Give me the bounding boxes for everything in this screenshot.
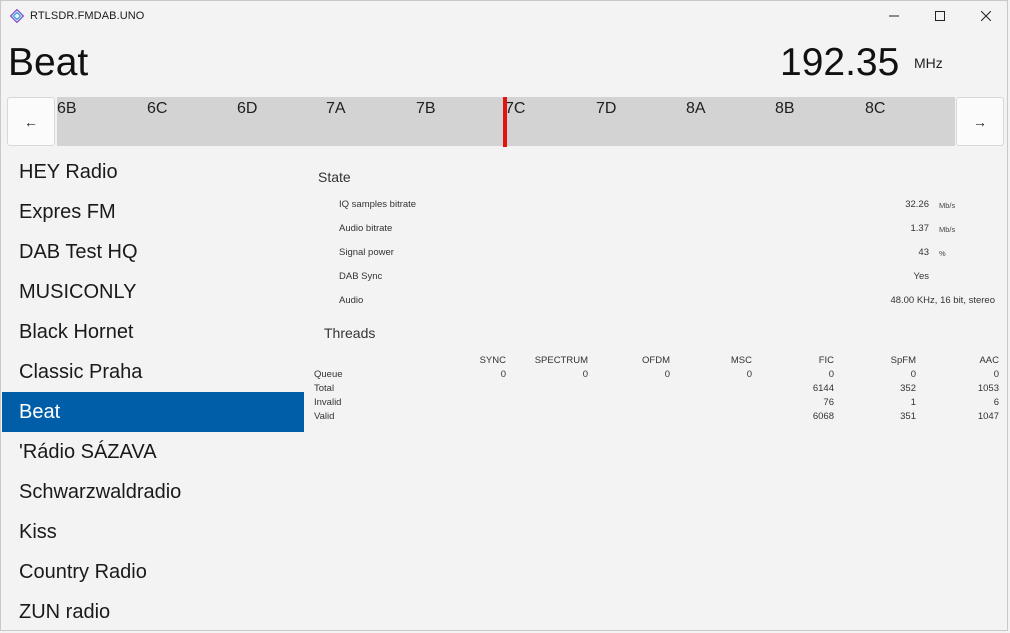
station-item-selected[interactable]: Beat xyxy=(2,392,304,432)
state-row: DAB Sync Yes xyxy=(339,271,1009,287)
state-row: Audio bitrate 1.37 Mb/s xyxy=(339,223,1009,239)
channel-label[interactable]: 8B xyxy=(775,100,795,117)
station-item[interactable]: Schwarzwaldradio xyxy=(19,481,182,503)
station-item[interactable]: HEY Radio xyxy=(19,161,118,183)
station-item[interactable]: Black Hornet xyxy=(19,321,134,343)
table-cell: 351 xyxy=(900,411,916,422)
table-cell: 0 xyxy=(910,369,916,380)
table-cell: 0 xyxy=(746,369,752,380)
station-item[interactable]: DAB Test HQ xyxy=(19,241,138,263)
row-label: Queue xyxy=(314,369,343,380)
table-row: Queue 0 0 0 0 0 0 0 xyxy=(314,369,1004,383)
column-header: AAC xyxy=(979,355,999,366)
channel-label[interactable]: 7A xyxy=(326,100,346,117)
state-label: Signal power xyxy=(339,247,394,258)
frequency-value: 192.35 xyxy=(780,41,900,84)
threads-heading: Threads xyxy=(324,325,376,341)
current-station-name: Beat xyxy=(8,41,89,84)
state-label: Audio xyxy=(339,295,364,306)
channel-label[interactable]: 7C xyxy=(505,100,526,117)
channel-label[interactable]: 6B xyxy=(57,100,77,117)
threads-header-row: SYNC SPECTRUM OFDM MSC FIC SpFM AAC xyxy=(314,355,1004,369)
tuning-marker[interactable] xyxy=(503,97,507,147)
channel-label[interactable]: 8C xyxy=(865,100,886,117)
channel-label[interactable]: 7D xyxy=(596,100,617,117)
app-logo-icon xyxy=(10,9,24,23)
column-header: MSC xyxy=(730,355,752,366)
table-cell: 0 xyxy=(500,369,506,380)
state-value: 1.37 xyxy=(910,223,930,234)
state-value: 48.00 KHz, 16 bit, stereo xyxy=(890,295,995,306)
state-value: Yes xyxy=(913,271,930,282)
window-title: RTLSDR.FMDAB.UNO xyxy=(30,10,145,22)
table-cell: 352 xyxy=(900,383,916,394)
maximize-icon xyxy=(935,11,945,21)
station-item[interactable]: Expres FM xyxy=(19,201,116,223)
minimize-icon xyxy=(889,15,899,17)
row-label: Invalid xyxy=(314,397,342,408)
column-header: FIC xyxy=(818,355,834,366)
state-row: Audio 48.00 KHz, 16 bit, stereo xyxy=(339,295,1009,311)
next-channel-button[interactable]: → xyxy=(956,97,1004,146)
table-row: Valid 6068 351 1047 xyxy=(314,411,1004,425)
table-cell: 6 xyxy=(993,397,999,408)
title-bar[interactable]: RTLSDR.FMDAB.UNO xyxy=(1,1,1007,31)
state-value: 43 xyxy=(918,247,929,258)
station-item[interactable]: Country Radio xyxy=(19,561,147,583)
state-label: DAB Sync xyxy=(339,271,383,282)
state-row: IQ samples bitrate 32.26 Mb/s xyxy=(339,199,1009,215)
table-cell: 1053 xyxy=(977,383,999,394)
frequency-unit: MHz xyxy=(914,55,943,71)
channel-label[interactable]: 8A xyxy=(686,100,706,117)
row-label: Valid xyxy=(314,411,335,422)
previous-channel-button[interactable]: ← xyxy=(7,97,55,146)
station-item[interactable]: Classic Praha xyxy=(19,361,143,383)
table-cell: 1047 xyxy=(977,411,999,422)
station-item[interactable]: ZUN radio xyxy=(19,601,111,623)
channel-label[interactable]: 6D xyxy=(237,100,258,117)
table-row: Total 6144 352 1053 xyxy=(314,383,1004,397)
column-header: SPECTRUM xyxy=(534,355,588,366)
minimize-button[interactable] xyxy=(871,1,917,31)
state-label: IQ samples bitrate xyxy=(339,199,417,210)
table-cell: 6144 xyxy=(812,383,834,394)
station-list[interactable]: HEY Radio Expres FM DAB Test HQ MUSICONL… xyxy=(2,152,304,632)
column-header: SYNC xyxy=(479,355,506,366)
column-header: OFDM xyxy=(642,355,670,366)
maximize-button[interactable] xyxy=(917,1,963,31)
table-row: Invalid 76 1 6 xyxy=(314,397,1004,411)
table-cell: 0 xyxy=(828,369,834,380)
column-header: SpFM xyxy=(890,355,916,366)
table-cell: 0 xyxy=(993,369,999,380)
state-heading: State xyxy=(318,169,351,185)
station-item[interactable]: Kiss xyxy=(19,521,57,543)
state-unit: Mb/s xyxy=(939,225,956,234)
channel-label[interactable]: 6C xyxy=(147,100,168,117)
table-cell: 6068 xyxy=(812,411,834,422)
table-cell: 76 xyxy=(823,397,834,408)
close-button[interactable] xyxy=(963,1,1009,31)
close-icon xyxy=(981,11,991,21)
channel-label[interactable]: 7B xyxy=(416,100,436,117)
state-row: Signal power 43 % xyxy=(339,247,1009,263)
state-unit: Mb/s xyxy=(939,201,956,210)
table-cell: 0 xyxy=(582,369,588,380)
table-cell: 0 xyxy=(664,369,670,380)
station-item[interactable]: MUSICONLY xyxy=(19,281,137,303)
table-cell: 1 xyxy=(910,397,916,408)
station-item[interactable]: 'Rádio SÁZAVA xyxy=(19,441,157,463)
row-label: Total xyxy=(314,383,335,394)
state-label: Audio bitrate xyxy=(339,223,393,234)
state-unit: % xyxy=(939,249,946,258)
state-value: 32.26 xyxy=(905,199,929,210)
